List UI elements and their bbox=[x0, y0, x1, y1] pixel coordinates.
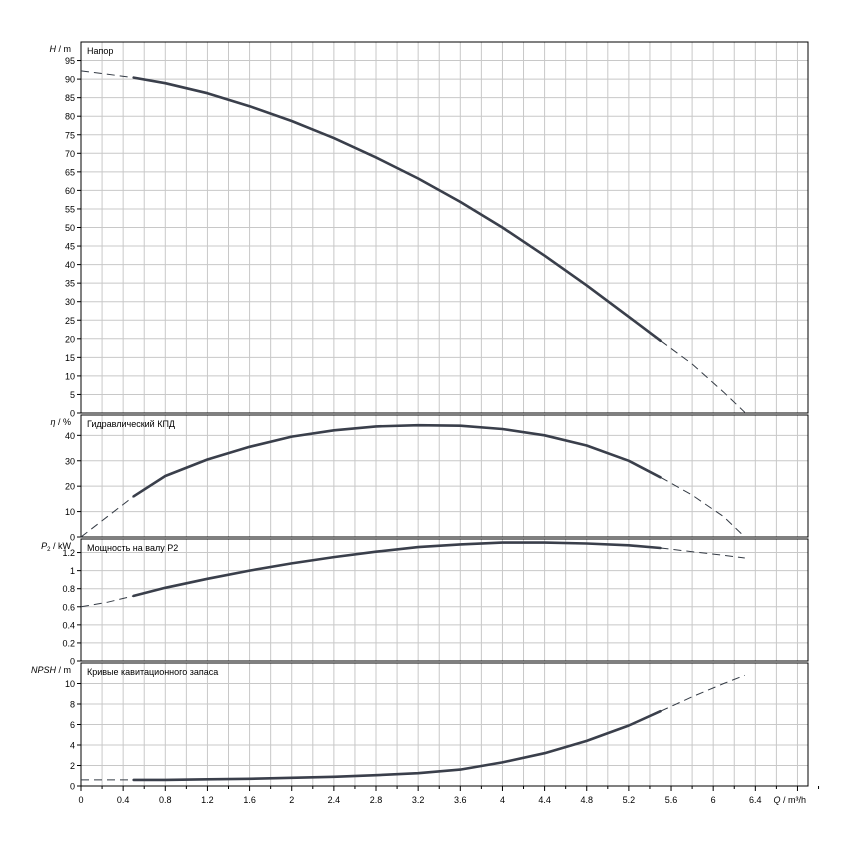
y-tick-label: 10 bbox=[65, 507, 75, 517]
x-tick-label: 4 bbox=[500, 795, 505, 805]
y-tick-label: 50 bbox=[65, 223, 75, 233]
y-tick-label: 80 bbox=[65, 112, 75, 122]
x-axis: 0 0.4 0.8 1.2 1.6 2 2.4 2.8 3.2 3.6 4 4.4 4.8 5.2 5.6 6… bbox=[78, 786, 820, 805]
x-tick-label: 3.2 bbox=[412, 795, 425, 805]
x-tick-label: 5.2 bbox=[623, 795, 636, 805]
x-axis-label: Q / m³/h bbox=[773, 795, 806, 805]
panel-title: Кривые кавитационного запаса bbox=[87, 667, 218, 677]
curve-operating-range bbox=[132, 423, 662, 498]
y-tick-label: 35 bbox=[65, 279, 75, 289]
panel-title: Мощность на валу P2 bbox=[87, 543, 178, 553]
panel-0: 0 5 10 15 20 25 30 35 40 45 50 55 60 65 70 75 80 85 90 95 H … bbox=[50, 41, 809, 419]
y-tick-label: 20 bbox=[65, 482, 75, 492]
y-tick-label: 0 bbox=[70, 409, 75, 419]
curve-operating-range bbox=[132, 76, 662, 342]
y-tick-label: 0 bbox=[70, 533, 75, 543]
y-tick-label: 85 bbox=[65, 93, 75, 103]
y-tick-label: 1.2 bbox=[62, 548, 75, 558]
panel-1: 0 10 20 30 40 η / % Гидравлический КПД bbox=[50, 414, 809, 543]
y-tick-label: 10 bbox=[65, 679, 75, 689]
x-tick-label: 2.8 bbox=[370, 795, 383, 805]
x-tick-label: 5.6 bbox=[665, 795, 678, 805]
y-tick-label: 30 bbox=[65, 456, 75, 466]
y-axis-label: NPSH / m bbox=[31, 665, 71, 675]
y-tick-label: 0.6 bbox=[62, 602, 75, 612]
y-tick-label: 0.8 bbox=[62, 584, 75, 594]
y-tick-label: 5 bbox=[70, 390, 75, 400]
y-tick-label: 65 bbox=[65, 167, 75, 177]
y-tick-label: 75 bbox=[65, 130, 75, 140]
y-tick-label: 45 bbox=[65, 242, 75, 252]
y-tick-label: 0.2 bbox=[62, 638, 75, 648]
x-tick-label: 4.8 bbox=[580, 795, 593, 805]
panel-frame bbox=[80, 41, 809, 414]
y-tick-label: 0.4 bbox=[62, 620, 75, 630]
curve-extrapolated-low bbox=[80, 495, 135, 538]
curve-operating-range bbox=[132, 709, 662, 782]
panel-2: 0 0.2 0.4 0.6 0.8 1 1.2P2 / kW Мощность на валу… bbox=[41, 538, 809, 667]
y-tick-label: 90 bbox=[65, 75, 75, 85]
panel-title: Напор bbox=[87, 46, 113, 56]
y-tick-label: 10 bbox=[65, 371, 75, 381]
curve-extrapolated-low bbox=[80, 595, 134, 608]
y-tick-label: 0 bbox=[70, 657, 75, 667]
y-tick-label: 40 bbox=[65, 431, 75, 441]
x-tick-label: 0.4 bbox=[117, 795, 130, 805]
y-tick-label: 0 bbox=[70, 782, 75, 792]
curve-extrapolated-low bbox=[80, 70, 134, 79]
x-tick-label: 4.4 bbox=[538, 795, 551, 805]
y-tick-label: 15 bbox=[65, 353, 75, 363]
y-tick-label: 4 bbox=[70, 741, 75, 751]
x-tick-label: 6 bbox=[711, 795, 716, 805]
x-tick-label: 2 bbox=[289, 795, 294, 805]
curve-extrapolated-high bbox=[660, 476, 746, 538]
y-axis-label: H / m bbox=[50, 44, 72, 54]
panel-frame bbox=[80, 538, 809, 662]
y-axis-label: η / % bbox=[50, 417, 71, 427]
curve-operating-range bbox=[132, 541, 662, 598]
panel-frame bbox=[80, 414, 809, 538]
y-tick-label: 2 bbox=[70, 761, 75, 771]
x-tick-label: 1.2 bbox=[201, 795, 214, 805]
y-tick-label: 40 bbox=[65, 260, 75, 270]
y-tick-label: 20 bbox=[65, 334, 75, 344]
panel-frame bbox=[80, 662, 809, 787]
y-tick-label: 1 bbox=[70, 566, 75, 576]
x-tick-label: 6.4 bbox=[749, 795, 762, 805]
panel-3: 0 2 4 6 8 10 NPSH / m Кривые кавитационного зап… bbox=[31, 662, 809, 792]
x-tick-label: 1.6 bbox=[243, 795, 256, 805]
curve-extrapolated-high bbox=[660, 340, 746, 413]
x-tick-label: 0.8 bbox=[159, 795, 172, 805]
panel-title: Гидравлический КПД bbox=[87, 419, 175, 429]
x-tick-label: 3.6 bbox=[454, 795, 467, 805]
curve-extrapolated-high bbox=[660, 547, 745, 559]
y-tick-label: 8 bbox=[70, 700, 75, 710]
y-axis-label: P2 / kW bbox=[41, 541, 71, 553]
x-tick-label: 2.4 bbox=[328, 795, 341, 805]
curve-extrapolated-high bbox=[660, 674, 745, 712]
y-tick-label: 25 bbox=[65, 316, 75, 326]
y-tick-label: 55 bbox=[65, 204, 75, 214]
y-tick-label: 95 bbox=[65, 56, 75, 66]
y-tick-label: 30 bbox=[65, 297, 75, 307]
x-tick-label: 0 bbox=[78, 795, 83, 805]
y-tick-label: 60 bbox=[65, 186, 75, 196]
y-tick-label: 6 bbox=[70, 720, 75, 730]
y-tick-label: 70 bbox=[65, 149, 75, 159]
